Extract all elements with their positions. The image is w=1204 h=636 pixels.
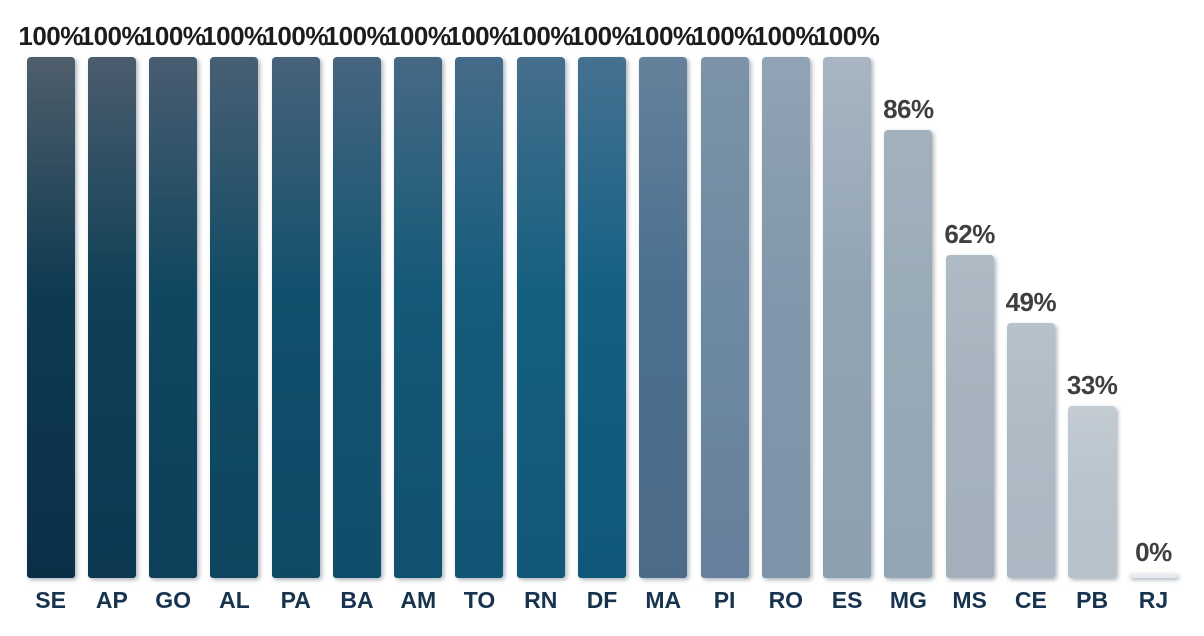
bar-value-label: 33% xyxy=(1066,370,1118,400)
category-label: AL xyxy=(219,587,250,613)
category-label: AM xyxy=(400,587,437,613)
bar-group: 86% xyxy=(878,0,939,578)
category-label: GO xyxy=(155,587,192,613)
category-label: MG xyxy=(889,587,927,613)
bar-value-label: 100% xyxy=(692,21,757,51)
bar-group: 100% xyxy=(631,0,696,578)
bar-group: 62% xyxy=(939,0,1000,578)
plot-area: 100% 100% 100% 100% 100% 100% 100% 100% 100% 100%… xyxy=(18,0,1184,578)
bar-value-label: 100% xyxy=(753,21,819,51)
bar xyxy=(516,57,565,578)
category-label: BA xyxy=(340,587,374,613)
bar-group: 100% xyxy=(385,0,451,578)
bar-value-label: 100% xyxy=(447,21,512,51)
bar-group: 100% xyxy=(753,0,819,578)
bar-value-label: 100% xyxy=(385,21,451,51)
category-label: MS xyxy=(952,587,987,613)
bar xyxy=(210,57,259,578)
bar xyxy=(1129,573,1178,578)
category-label: AP xyxy=(95,587,128,613)
category-label: MA xyxy=(645,587,682,613)
bar xyxy=(761,57,810,578)
category-label: PB xyxy=(1076,587,1109,613)
bar-value-label: 100% xyxy=(814,21,880,51)
category-axis: SE AP GO AL PA BA AM TO RN DF MA PI RO ES MG MS CE PB RJ xyxy=(0,578,1204,614)
category-label: PA xyxy=(280,587,311,613)
bar-value-label: 100% xyxy=(140,21,206,51)
bar-group: 100% xyxy=(18,0,83,578)
category-label: RO xyxy=(768,587,804,613)
category-label: SE xyxy=(35,587,66,613)
category-label: CE xyxy=(1014,587,1047,613)
bar xyxy=(1068,406,1117,578)
category-label: TO xyxy=(463,587,496,613)
bar-value-label: 100% xyxy=(18,21,83,51)
bar-group: 100% xyxy=(447,0,512,578)
bar xyxy=(1006,323,1055,578)
bar-value-label: 100% xyxy=(631,21,696,51)
bar-value-label: 62% xyxy=(944,219,995,249)
bar-group: 100% xyxy=(324,0,390,578)
bar xyxy=(945,255,994,578)
bar xyxy=(332,57,381,578)
bar-group: 100% xyxy=(79,0,145,578)
category-label: ES xyxy=(831,587,863,613)
bar-value-label: 100% xyxy=(569,21,635,51)
bar-group: 100% xyxy=(202,0,267,578)
bar-group: 100% xyxy=(692,0,757,578)
bar xyxy=(271,57,320,578)
bar-group: 100% xyxy=(508,0,574,578)
bar xyxy=(823,57,872,578)
bar xyxy=(639,57,688,578)
category-label: RJ xyxy=(1138,587,1169,613)
bar-group: 33% xyxy=(1062,0,1123,578)
bar-value-label: 100% xyxy=(202,21,267,51)
category-label: PI xyxy=(713,587,736,613)
bar-group: 49% xyxy=(1000,0,1061,578)
bar xyxy=(455,57,504,578)
bar-value-label: 86% xyxy=(883,94,934,124)
bar-group: 100% xyxy=(140,0,206,578)
bar-group: 100% xyxy=(814,0,880,578)
bar xyxy=(578,57,627,578)
bar xyxy=(884,130,933,578)
bar-group: 100% xyxy=(263,0,328,578)
bar-value-label: 100% xyxy=(508,21,574,51)
bar xyxy=(149,57,198,578)
bar-value-label: 0% xyxy=(1135,537,1172,567)
bar-value-label: 100% xyxy=(263,21,328,51)
bar-value-label: 100% xyxy=(79,21,145,51)
bar-group: 0% xyxy=(1123,0,1184,578)
bar-group: 100% xyxy=(569,0,635,578)
category-label: RN xyxy=(524,587,558,613)
bar xyxy=(700,57,749,578)
bar xyxy=(26,57,75,578)
bar-value-label: 49% xyxy=(1005,287,1057,317)
bar xyxy=(394,57,443,578)
bar-value-label: 100% xyxy=(324,21,390,51)
bar xyxy=(87,57,136,578)
category-label: DF xyxy=(586,587,618,613)
